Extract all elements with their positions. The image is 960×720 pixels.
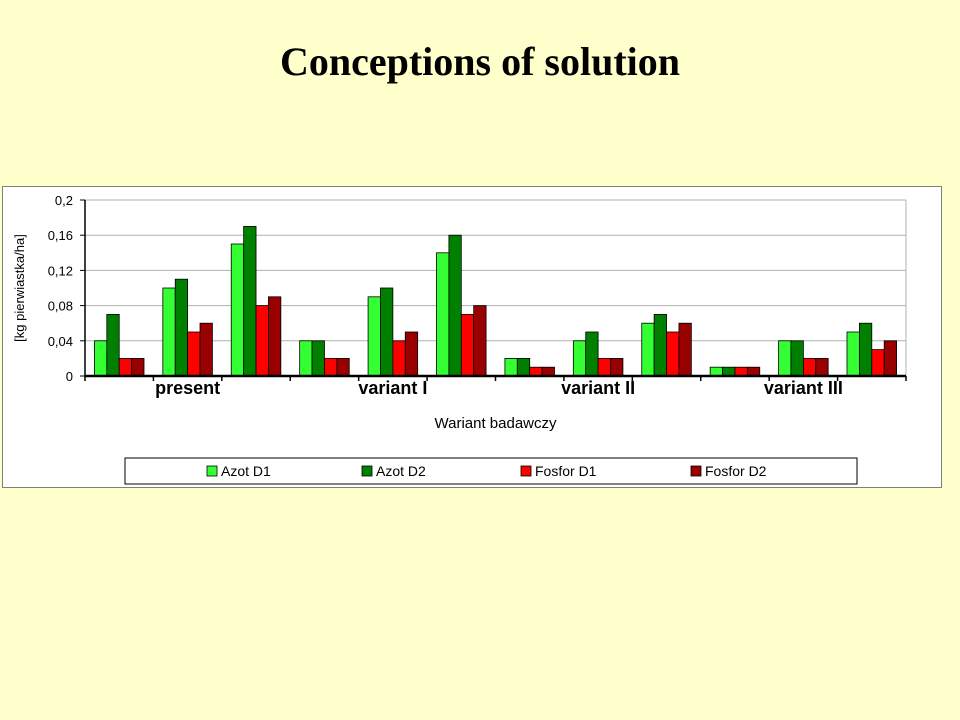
bar-fosfor-d1 — [871, 349, 885, 377]
bar-azot-d2 — [311, 340, 325, 377]
legend-label: Fosfor D1 — [535, 463, 597, 479]
bar-fosfor-d1 — [255, 305, 269, 377]
bar-azot-d1 — [641, 322, 655, 377]
legend-label: Azot D2 — [376, 463, 426, 479]
bar-azot-d2 — [243, 226, 257, 377]
grid-layer — [85, 199, 907, 376]
bar-azot-d1 — [778, 340, 792, 377]
bar-chart: 0 0,04 0,08 0,12 0,16 0,2 present variant I vari… — [12, 193, 907, 485]
bar-azot-d1 — [162, 287, 176, 377]
slide-title: Conceptions of solution — [279, 39, 681, 84]
bar-fosfor-d1 — [597, 357, 611, 377]
bar-fosfor-d2 — [473, 305, 487, 377]
y-tick-label: 0 — [66, 369, 73, 384]
bar-azot-d2 — [516, 357, 531, 377]
bar-fosfor-d2 — [678, 322, 692, 377]
bar-azot-d2 — [380, 287, 394, 377]
bar-azot-d1 — [709, 366, 723, 377]
bar-azot-d2 — [790, 340, 804, 377]
bar-fosfor-d2 — [883, 340, 897, 377]
bar-azot-d2 — [858, 322, 873, 377]
bar-fosfor-d2 — [199, 322, 213, 377]
bar-fosfor-d2 — [131, 357, 145, 377]
bar-azot-d2 — [653, 314, 667, 377]
bar-azot-d2 — [722, 366, 736, 377]
legend-label: Fosfor D2 — [705, 463, 767, 479]
axis-layer: 0 0,04 0,08 0,12 0,16 0,2 present variant I vari… — [48, 193, 907, 398]
bar-fosfor-d2 — [541, 366, 555, 377]
bar-azot-d2 — [585, 331, 599, 377]
bar-fosfor-d1 — [666, 331, 680, 377]
y-tick-label: 0,12 — [48, 263, 73, 278]
bar-fosfor-d1 — [118, 357, 133, 377]
bar-azot-d1 — [572, 340, 587, 377]
bar-azot-d1 — [504, 357, 518, 377]
bar-fosfor-d2 — [815, 357, 829, 377]
bar-azot-d1 — [436, 252, 450, 377]
legend-swatch — [206, 465, 218, 477]
y-tick-label: 0,04 — [48, 334, 73, 349]
y-tick-label: 0,16 — [48, 228, 73, 243]
bar-azot-d2 — [448, 234, 462, 377]
legend-swatch — [361, 465, 373, 477]
bar-azot-d1 — [299, 340, 313, 377]
bar-fosfor-d1 — [460, 314, 475, 377]
legend-swatch — [520, 465, 532, 477]
y-axis-label: [kg pierwiastka/ha] — [12, 234, 27, 342]
bar-azot-d1 — [230, 243, 245, 377]
x-axis-label: Wariant badawczy — [435, 415, 557, 432]
x-group-label: present — [155, 378, 220, 398]
bar-fosfor-d2 — [610, 357, 624, 377]
bar-fosfor-d1 — [392, 340, 406, 377]
legend-swatch — [690, 465, 702, 477]
y-tick-label: 0,08 — [48, 299, 73, 314]
bar-fosfor-d1 — [802, 357, 817, 377]
legend-box — [124, 457, 858, 485]
chart-frame: 0 0,04 0,08 0,12 0,16 0,2 present variant I vari… — [2, 186, 942, 488]
y-tick-label: 0,2 — [55, 193, 73, 208]
x-group-label: variant II — [561, 378, 635, 398]
bar-fosfor-d1 — [734, 366, 748, 377]
legend: Azot D1 Azot D2 Fosfor D1 Fosfor D2 — [124, 457, 858, 485]
bar-fosfor-d1 — [324, 357, 338, 377]
x-group-label: variant III — [764, 378, 843, 398]
bar-azot-d1 — [367, 296, 381, 377]
x-group-label: variant I — [358, 378, 427, 398]
bar-azot-d2 — [106, 314, 120, 377]
bar-fosfor-d1 — [529, 366, 543, 377]
legend-label: Azot D1 — [221, 463, 271, 479]
bar-fosfor-d2 — [336, 357, 350, 377]
bar-fosfor-d2 — [746, 366, 761, 377]
bar-azot-d2 — [174, 278, 189, 377]
bar-fosfor-d2 — [404, 331, 419, 377]
bar-fosfor-d1 — [187, 331, 201, 377]
bars-layer — [94, 226, 897, 377]
bar-azot-d1 — [846, 331, 860, 377]
bar-fosfor-d2 — [268, 296, 282, 377]
bar-azot-d1 — [94, 340, 108, 377]
